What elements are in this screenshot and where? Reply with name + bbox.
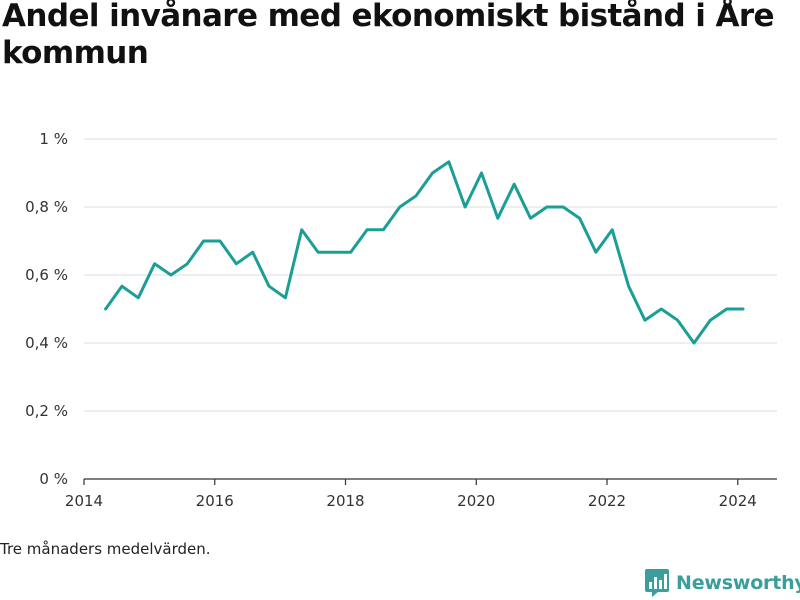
data-point	[545, 205, 549, 209]
data-point	[218, 239, 222, 243]
data-point	[561, 205, 565, 209]
data-point	[169, 273, 173, 277]
data-point	[104, 307, 108, 311]
x-tick-label: 2016	[196, 492, 234, 510]
grid-lines	[84, 138, 777, 412]
y-tick-label: 0,6 %	[25, 266, 68, 284]
brand-logo: Newsworthy	[644, 568, 800, 598]
data-point	[267, 284, 271, 288]
data-point	[185, 262, 189, 266]
y-tick-label: 1 %	[39, 130, 68, 148]
data-point	[283, 296, 287, 300]
data-point	[300, 228, 304, 232]
y-tick-label: 0,2 %	[25, 402, 68, 420]
data-point	[251, 250, 255, 254]
y-tick-label: 0,4 %	[25, 334, 68, 352]
data-point	[447, 160, 451, 164]
data-point	[153, 262, 157, 266]
data-point	[316, 250, 320, 254]
y-axis-ticks: 0 % 0,2 % 0,4 % 0,6 % 0,8 % 1 %	[25, 130, 68, 488]
data-point	[725, 307, 729, 311]
x-tick-label: 2014	[65, 492, 103, 510]
x-tick-label: 2022	[588, 492, 626, 510]
series-layer	[104, 160, 745, 345]
data-point	[136, 296, 140, 300]
x-tick-label: 2020	[457, 492, 495, 510]
data-point	[349, 250, 353, 254]
data-point	[202, 239, 206, 243]
data-point	[627, 284, 631, 288]
data-point	[512, 182, 516, 186]
data-point	[643, 318, 647, 322]
x-axis: 2014 2016 2018 2020 2022 2024	[65, 478, 777, 510]
data-point	[741, 307, 745, 311]
data-point	[234, 262, 238, 266]
data-point	[529, 216, 533, 220]
x-tick-label: 2018	[326, 492, 364, 510]
y-tick-label: 0 %	[39, 470, 68, 488]
bar-chart-icon	[645, 569, 669, 597]
data-point	[692, 341, 696, 345]
data-point	[414, 194, 418, 198]
data-point	[708, 318, 712, 322]
data-point	[676, 318, 680, 322]
data-point	[463, 205, 467, 209]
series-line	[104, 160, 745, 345]
data-point	[430, 171, 434, 175]
data-point	[332, 250, 336, 254]
brand-name: Newsworthy	[676, 572, 800, 594]
data-point	[381, 228, 385, 232]
data-point	[496, 216, 500, 220]
data-point	[120, 284, 124, 288]
y-tick-label: 0,8 %	[25, 198, 68, 216]
data-point	[479, 171, 483, 175]
data-point	[578, 216, 582, 220]
x-tick-label: 2024	[719, 492, 757, 510]
data-point	[365, 228, 369, 232]
chart-title: Andel invånare med ekonomiskt bistånd i …	[2, 0, 775, 71]
data-point	[594, 250, 598, 254]
data-point	[398, 205, 402, 209]
data-point	[610, 228, 614, 232]
data-point	[659, 307, 663, 311]
footnote: Tre månaders medelvärden.	[0, 540, 211, 558]
